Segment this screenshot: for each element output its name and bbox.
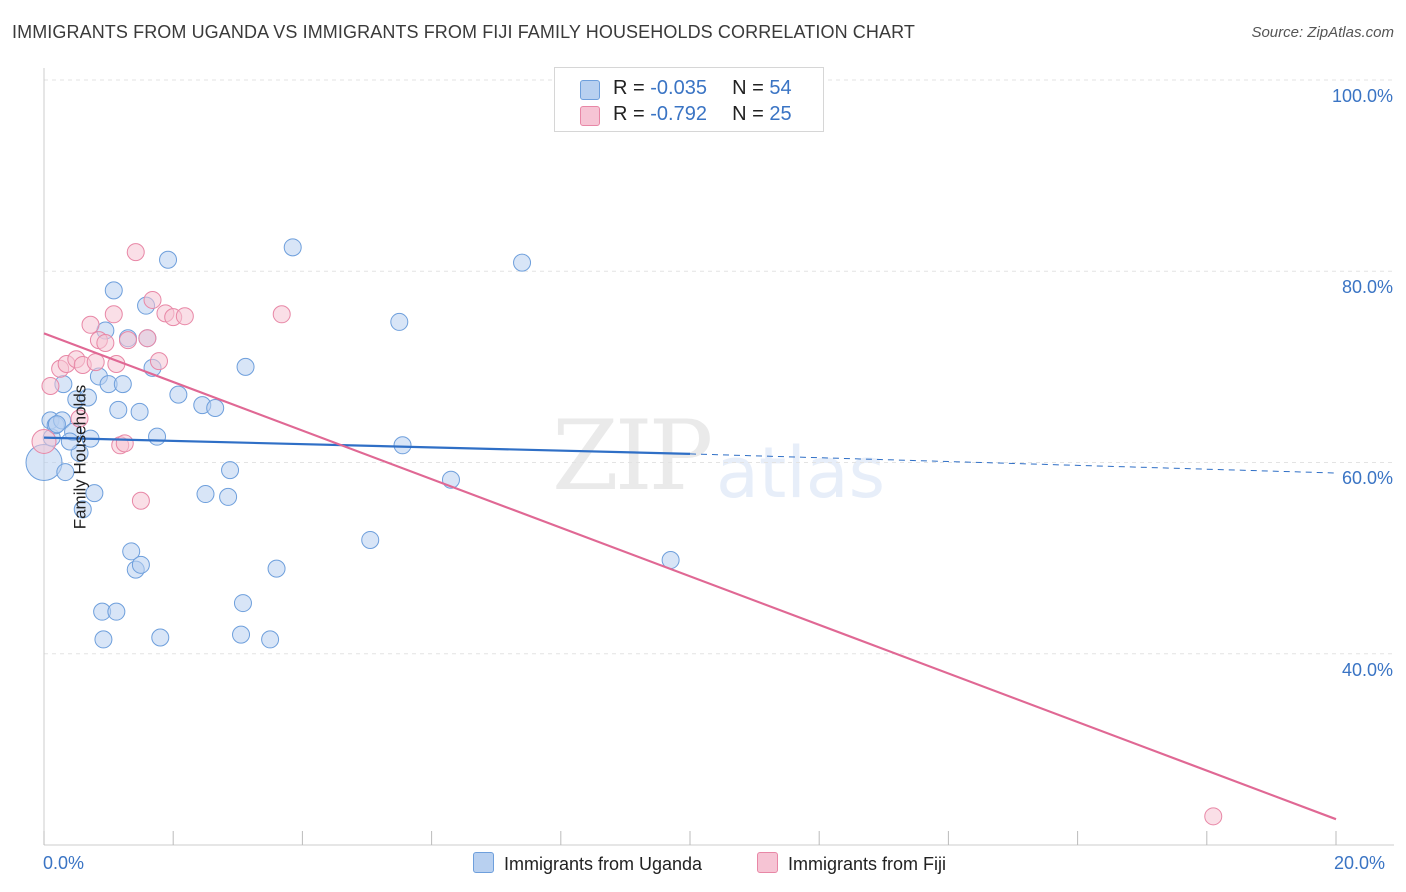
fiji-point-10	[96, 333, 115, 352]
uganda-point-30	[148, 427, 167, 446]
uganda-point-20	[109, 400, 128, 419]
uganda-point-40	[236, 357, 255, 376]
bottom-legend-uganda: Immigrants from Uganda	[473, 852, 702, 875]
fiji-point-23	[175, 307, 194, 326]
bottom-legend-fiji: Immigrants from Fiji	[757, 852, 946, 875]
y-tick-label-100: 100.0%	[1331, 86, 1393, 106]
fiji-point-5	[70, 409, 89, 428]
uganda-point-42	[267, 559, 286, 578]
uganda-n-label: N =	[732, 77, 770, 99]
fiji-point-11	[104, 305, 123, 324]
uganda-point-45	[361, 530, 380, 549]
uganda-point-19	[107, 602, 126, 621]
uganda-point-49	[513, 253, 532, 272]
fiji-point-7	[81, 315, 100, 334]
uganda-r-label: R =	[613, 77, 651, 99]
fiji-point-17	[131, 491, 150, 510]
fiji-point-14	[115, 434, 134, 453]
uganda-point-23	[122, 542, 141, 561]
fiji-n-label: N =	[732, 103, 770, 125]
fiji-point-19	[143, 290, 162, 309]
fiji-point-18	[138, 329, 157, 348]
watermark-zip: ZIP	[552, 400, 713, 512]
uganda-r-value: -0.035	[650, 77, 707, 99]
y-tick-label-60: 60.0%	[1341, 468, 1393, 488]
fiji-point-16	[126, 243, 145, 262]
bottom-uganda-label: Immigrants from Uganda	[504, 854, 703, 874]
uganda-trend-line	[43, 436, 691, 455]
uganda-point-9	[73, 500, 92, 519]
uganda-point-43	[283, 238, 302, 257]
uganda-point-44	[232, 625, 251, 644]
uganda-n-value: 54	[769, 77, 792, 99]
uganda-point-12	[85, 484, 104, 503]
source-label: Source: ZipAtlas.com	[1251, 24, 1394, 41]
bottom-uganda-swatch	[473, 852, 494, 873]
uganda-point-41	[261, 630, 280, 649]
fiji-point-24	[272, 305, 291, 324]
y-tick-label-80: 80.0%	[1341, 277, 1393, 297]
chart-title: IMMIGRANTS FROM UGANDA VS IMMIGRANTS FRO…	[12, 22, 915, 42]
uganda-point-21	[113, 375, 132, 394]
fiji-r-label: R =	[613, 103, 651, 125]
uganda-point-18	[104, 281, 123, 300]
correlation-legend: R = -0.035 N = 54 R = -0.792 N = 25	[554, 67, 824, 132]
fiji-swatch	[580, 106, 600, 126]
uganda-point-33	[169, 385, 188, 404]
y-tick-label-40: 40.0%	[1341, 660, 1393, 680]
uganda-point-47	[393, 436, 412, 455]
uganda-point-37	[219, 487, 238, 506]
fiji-point-1	[41, 377, 60, 395]
uganda-point-10	[78, 388, 97, 407]
uganda-point-35	[196, 485, 215, 504]
uganda-point-6	[56, 463, 75, 482]
fiji-point-0	[31, 428, 57, 454]
uganda-point-31	[151, 628, 170, 647]
watermark-atlas: atlas	[716, 432, 886, 514]
uganda-point-25	[131, 555, 150, 574]
bottom-fiji-swatch	[757, 852, 778, 873]
uganda-point-39	[233, 594, 252, 613]
fiji-point-25	[1204, 807, 1223, 826]
uganda-point-51	[70, 443, 89, 462]
uganda-point-15	[94, 630, 113, 649]
uganda-point-46	[390, 312, 409, 331]
x-tick-label-max: 20.0%	[1334, 853, 1386, 873]
y-axis-label: Family Households	[70, 384, 90, 530]
x-tick-label-min: 0.0%	[43, 853, 85, 873]
fiji-point-15	[118, 331, 137, 350]
uganda-point-38	[221, 461, 240, 480]
uganda-point-53	[47, 415, 66, 434]
uganda-point-36	[206, 398, 225, 417]
uganda-trend-extension	[689, 453, 1337, 474]
uganda-point-32	[159, 250, 178, 269]
fiji-trend-line	[43, 332, 1337, 821]
fiji-n-value: 25	[769, 103, 792, 125]
fiji-r-value: -0.792	[650, 103, 707, 125]
bottom-fiji-label: Immigrants from Fiji	[788, 854, 947, 874]
uganda-point-26	[130, 402, 149, 421]
fiji-point-20	[149, 352, 168, 371]
uganda-swatch	[580, 80, 600, 100]
